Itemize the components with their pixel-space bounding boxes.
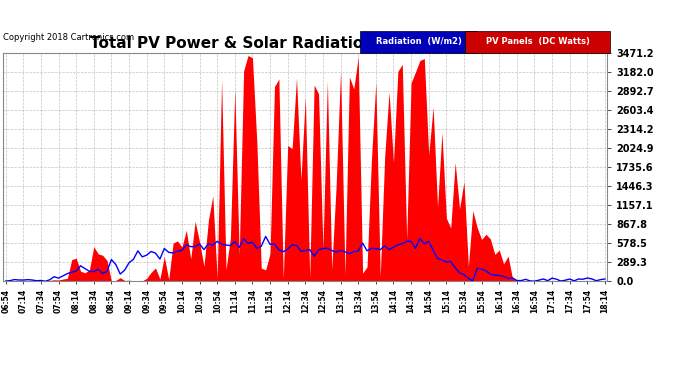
Text: Radiation  (W/m2): Radiation (W/m2) [375, 37, 462, 46]
Title: Total PV Power & Solar Radiation Mon Oct 8 18:15: Total PV Power & Solar Radiation Mon Oct… [90, 36, 520, 51]
Text: Copyright 2018 Cartronics.com: Copyright 2018 Cartronics.com [3, 33, 135, 42]
FancyBboxPatch shape [465, 31, 610, 52]
Text: PV Panels  (DC Watts): PV Panels (DC Watts) [486, 37, 590, 46]
FancyBboxPatch shape [359, 31, 477, 52]
